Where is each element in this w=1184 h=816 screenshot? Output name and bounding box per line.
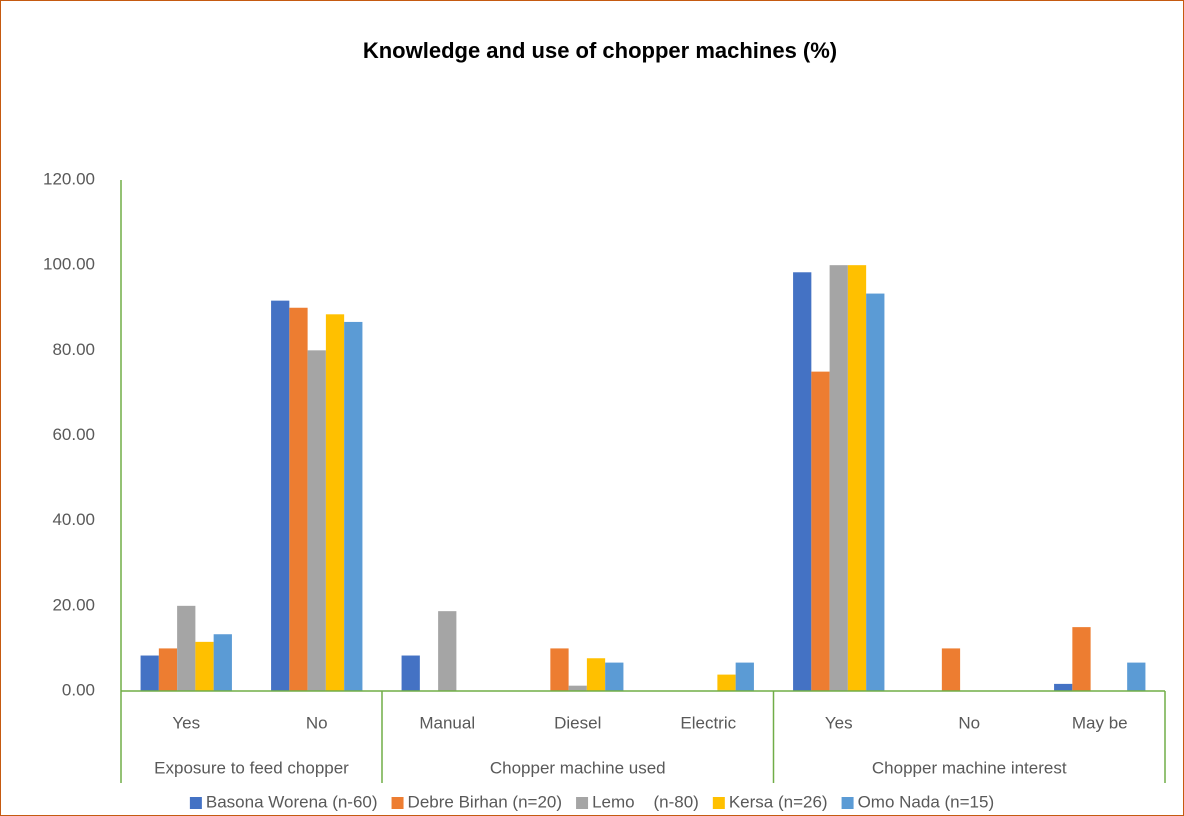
y-tick-label: 0.00 [62, 680, 95, 699]
bar [735, 662, 754, 691]
legend-label: Kersa (n=26) [729, 792, 828, 811]
x-tick-label: May be [1072, 713, 1128, 732]
y-tick-label: 100.00 [43, 255, 95, 274]
group-label: Chopper machine interest [872, 758, 1067, 777]
bar [289, 307, 308, 691]
legend-label: Basona Worena (n-60) [206, 792, 378, 811]
y-tick-label: 60.00 [52, 425, 95, 444]
bar [829, 265, 848, 691]
bar [195, 641, 214, 691]
bar [866, 293, 885, 691]
legend-label: Debre Birhan (n=20) [408, 792, 563, 811]
group-label: Exposure to feed chopper [154, 758, 349, 777]
x-tick-label: No [958, 713, 980, 732]
bar [1054, 683, 1073, 691]
bar [847, 265, 867, 691]
x-tick-label: Yes [825, 713, 853, 732]
legend-swatch [391, 797, 404, 809]
bar [271, 300, 290, 691]
bar [586, 658, 606, 691]
y-tick-label: 80.00 [52, 340, 95, 359]
bar [568, 685, 587, 691]
bar [158, 648, 178, 691]
legend-label: Lemo (n-80) [592, 792, 699, 811]
legend-label: Omo Nada (n=15) [858, 792, 995, 811]
bar [438, 611, 457, 691]
bar [344, 321, 363, 691]
bar [793, 272, 812, 691]
bar [717, 674, 736, 691]
bar [307, 350, 326, 691]
x-tick-label: Manual [419, 713, 475, 732]
x-tick-label: Electric [680, 713, 736, 732]
bar [941, 648, 961, 691]
legend-swatch [841, 797, 854, 809]
bar [605, 662, 624, 691]
y-tick-label: 40.00 [52, 510, 95, 529]
x-tick-label: No [306, 713, 328, 732]
x-tick-label: Yes [172, 713, 200, 732]
bar [1072, 627, 1091, 691]
bar [401, 655, 420, 691]
legend-swatch [576, 797, 589, 809]
chart-title: Knowledge and use of chopper machines (%… [363, 38, 837, 63]
bar [811, 371, 830, 691]
y-tick-label: 20.00 [52, 595, 95, 614]
bar [550, 648, 569, 691]
legend-swatch [189, 797, 202, 809]
legend-swatch [712, 797, 725, 809]
bar [140, 655, 159, 691]
group-label: Chopper machine used [490, 758, 666, 777]
y-tick-label: 120.00 [43, 169, 95, 188]
x-tick-label: Diesel [554, 713, 601, 732]
bar [325, 314, 345, 691]
bar [177, 605, 196, 691]
bar [1127, 662, 1146, 691]
bar [213, 634, 232, 691]
